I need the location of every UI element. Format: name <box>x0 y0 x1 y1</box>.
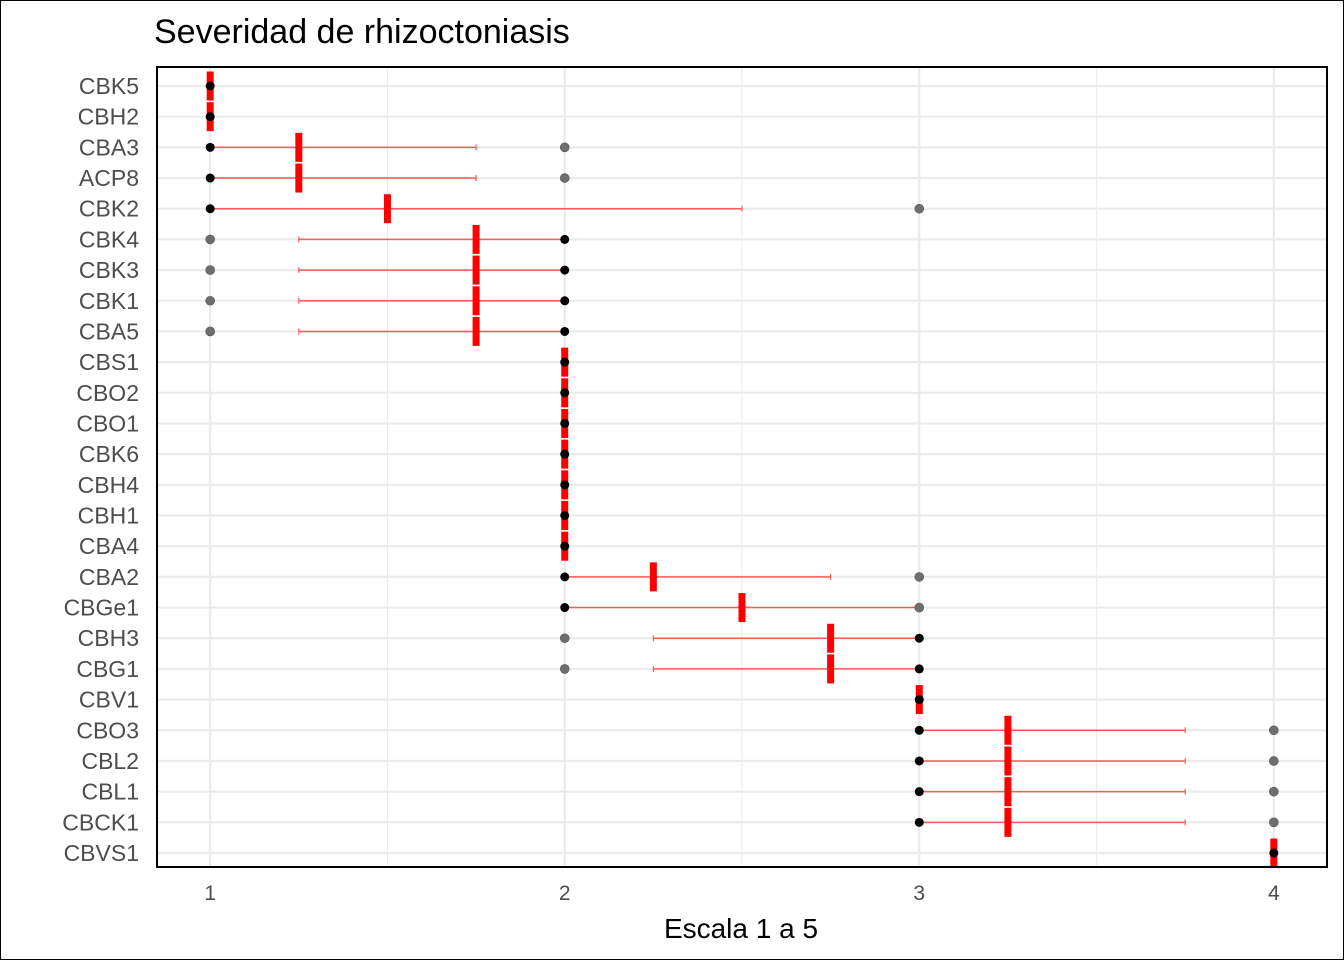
grid-layer <box>157 67 1327 867</box>
y-tick-label: CBA2 <box>79 564 139 590</box>
y-tick-label: ACP8 <box>79 165 139 191</box>
mean-marker <box>472 286 480 316</box>
data-point-major <box>560 357 570 367</box>
x-tick-label: 4 <box>1268 882 1280 905</box>
y-tick-label: CBK3 <box>79 257 139 283</box>
data-point-minor <box>1269 817 1279 828</box>
y-tick-label: CBO3 <box>76 717 139 743</box>
y-tick-label: CBO1 <box>76 410 139 436</box>
data-point-major <box>205 204 215 214</box>
x-tick-label: 2 <box>559 882 571 905</box>
y-tick-label: CBG1 <box>76 656 139 682</box>
data-point-minor <box>559 633 570 644</box>
data-point-minor <box>1269 725 1279 736</box>
data-point-minor <box>205 234 215 245</box>
data-point-minor <box>205 265 215 275</box>
data-point-major <box>560 541 570 551</box>
data-point-minor <box>559 664 570 674</box>
mean-marker <box>472 224 480 254</box>
y-tick-label: CBA5 <box>79 318 139 344</box>
y-tick-label: CBK1 <box>79 288 139 314</box>
mean-marker <box>472 255 480 285</box>
data-point-minor <box>559 142 570 153</box>
data-point-minor <box>914 572 925 582</box>
data-point-major <box>205 81 215 91</box>
y-tick-label: CBA4 <box>79 533 139 559</box>
mean-marker <box>1004 715 1012 745</box>
y-tick-label: CBK4 <box>79 226 139 252</box>
y-tick-label: CBGe1 <box>64 595 139 621</box>
data-point-minor <box>1269 756 1279 766</box>
data-point-major <box>560 296 570 306</box>
data-point-major <box>205 173 215 183</box>
y-tick-label: CBA3 <box>79 134 139 160</box>
panel-border <box>156 66 1328 868</box>
data-point-major <box>560 326 570 336</box>
y-tick-label: CBK2 <box>79 196 139 222</box>
mean-marker <box>1004 746 1012 776</box>
mean-marker <box>827 654 835 684</box>
data-point-major <box>560 234 570 244</box>
mean-marker <box>1004 777 1012 807</box>
data-point-major <box>914 725 924 735</box>
y-tick-label: CBK5 <box>79 73 139 99</box>
data-point-major <box>914 695 924 705</box>
x-axis-ticks: 1 2 3 4 <box>204 882 1280 905</box>
mean-marker <box>383 194 391 224</box>
y-tick-label: CBH1 <box>78 503 139 529</box>
mean-marker <box>827 623 835 653</box>
x-tick-label: 3 <box>913 882 925 905</box>
data-point-major <box>914 787 924 797</box>
data-point-major <box>560 418 570 428</box>
data-point-minor <box>914 602 925 613</box>
y-axis-labels: CBK5 CBH2 CBA3 ACP8 CBK2 CBK4 CBK3 CBK1 CBA5 CBS1… <box>62 73 139 866</box>
mean-marker <box>295 132 303 162</box>
data-point-major <box>560 603 570 613</box>
y-tick-label: CBV1 <box>79 687 139 713</box>
marks-layer <box>205 71 1279 868</box>
data-point-minor <box>559 173 570 183</box>
data-point-major <box>560 572 570 582</box>
data-point-major <box>560 449 570 459</box>
x-axis-title: Escala 1 a 5 <box>664 913 818 944</box>
mean-marker <box>472 316 480 346</box>
y-tick-label: CBVS1 <box>64 840 139 866</box>
x-tick-label: 1 <box>204 882 216 905</box>
y-tick-label: CBH4 <box>78 472 140 498</box>
mean-marker <box>649 562 657 592</box>
data-point-minor <box>205 295 215 306</box>
data-point-major <box>1269 848 1279 858</box>
chart-title: Severidad de rhizoctoniasis <box>154 13 570 51</box>
data-point-major <box>914 633 924 643</box>
y-tick-label: CBH2 <box>78 104 139 130</box>
data-point-major <box>914 756 924 766</box>
y-tick-label: CBCK1 <box>62 809 139 835</box>
data-point-major <box>205 142 215 152</box>
data-point-major <box>560 511 570 521</box>
y-tick-label: CBH3 <box>78 625 139 651</box>
mean-marker <box>1004 807 1012 837</box>
mean-marker <box>738 593 746 623</box>
data-point-minor <box>205 326 215 337</box>
data-point-minor <box>914 203 925 214</box>
data-point-major <box>914 817 924 827</box>
data-point-major <box>914 664 924 674</box>
data-point-major <box>205 112 215 122</box>
y-tick-label: CBK6 <box>79 441 139 467</box>
y-tick-label: CBS1 <box>79 349 139 375</box>
data-point-major <box>560 480 570 490</box>
y-tick-label: CBL1 <box>81 779 139 805</box>
mean-marker <box>295 163 303 193</box>
data-point-minor <box>1269 786 1279 797</box>
data-point-major <box>560 265 570 275</box>
y-tick-label: CBO2 <box>76 380 139 406</box>
y-tick-label: CBL2 <box>81 748 139 774</box>
data-point-major <box>560 388 570 398</box>
